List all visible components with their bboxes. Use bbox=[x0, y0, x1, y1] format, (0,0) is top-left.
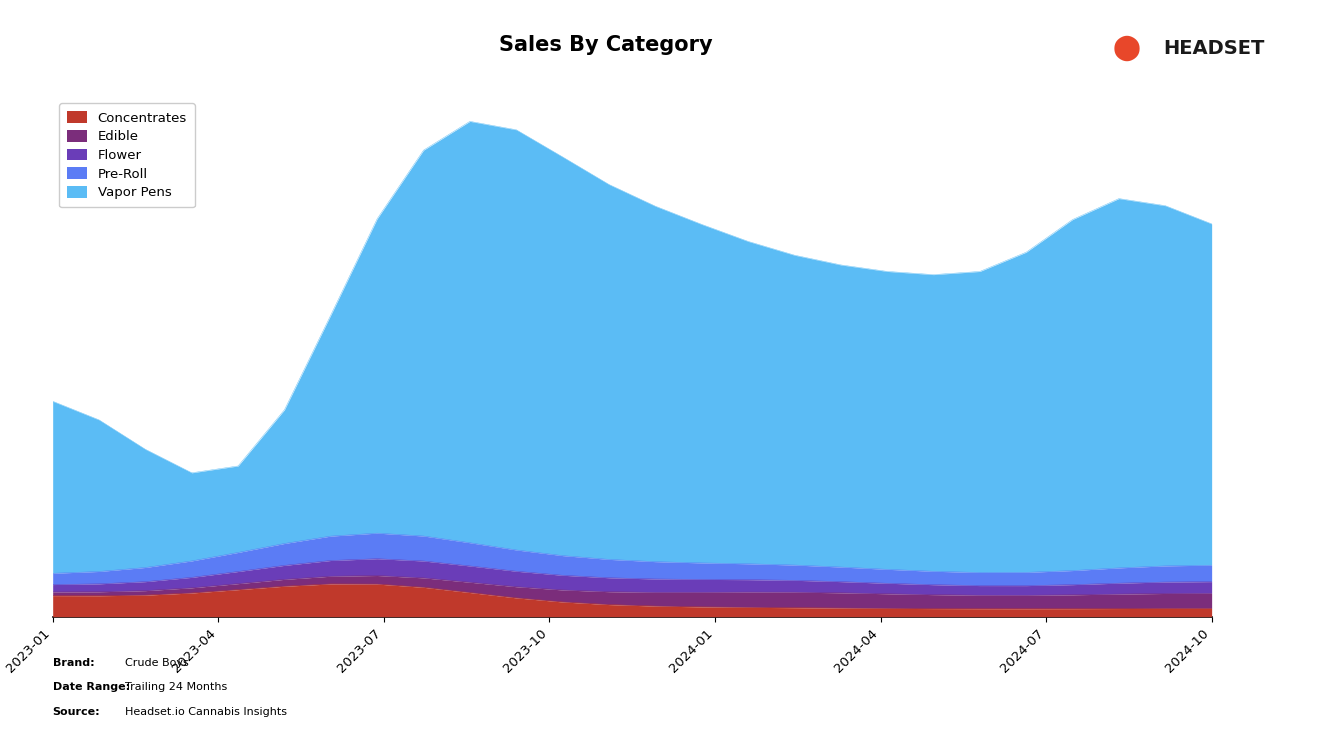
Text: Date Range:: Date Range: bbox=[53, 682, 130, 692]
Text: Source:: Source: bbox=[53, 707, 100, 716]
Text: Crude Boys: Crude Boys bbox=[125, 658, 188, 667]
Legend: Concentrates, Edible, Flower, Pre-Roll, Vapor Pens: Concentrates, Edible, Flower, Pre-Roll, … bbox=[59, 103, 195, 207]
Text: Sales By Category: Sales By Category bbox=[499, 35, 712, 54]
Text: Headset.io Cannabis Insights: Headset.io Cannabis Insights bbox=[125, 707, 287, 716]
Text: ⬤: ⬤ bbox=[1113, 36, 1141, 61]
Text: Brand:: Brand: bbox=[53, 658, 95, 667]
Text: HEADSET: HEADSET bbox=[1163, 39, 1264, 58]
Text: Trailing 24 Months: Trailing 24 Months bbox=[125, 682, 228, 692]
